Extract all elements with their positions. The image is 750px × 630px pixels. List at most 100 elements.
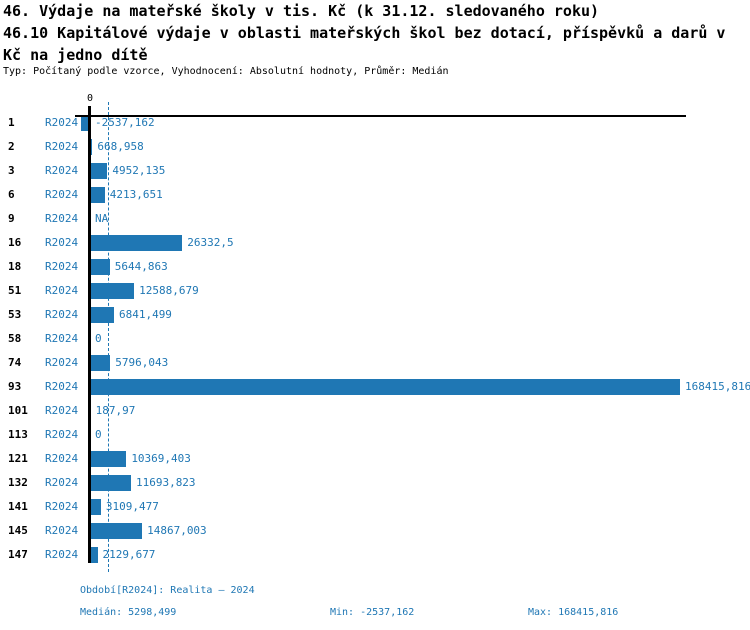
chart-row: 121 R2024 10369,403 <box>0 451 750 467</box>
chart-row: 51 R2024 12588,679 <box>0 283 750 299</box>
row-id-label: 53 <box>8 308 22 321</box>
chart-row: 18 R2024 5644,863 <box>0 259 750 275</box>
bar-value-label: 0 <box>95 332 102 345</box>
chart-row: 74 R2024 5796,043 <box>0 355 750 371</box>
chart-row: 6 R2024 4213,651 <box>0 187 750 203</box>
chart-row: 3 R2024 4952,135 <box>0 163 750 179</box>
bar-value-label: 14867,003 <box>147 524 207 537</box>
value-bar[interactable] <box>90 379 680 395</box>
row-id-label: 121 <box>8 452 28 465</box>
value-bar[interactable] <box>90 307 114 323</box>
chart-row: 2 R2024 668,958 <box>0 139 750 155</box>
value-bar[interactable] <box>90 187 105 203</box>
bar-value-label: 5796,043 <box>115 356 169 369</box>
row-id-label: 74 <box>8 356 22 369</box>
row-id-label: 93 <box>8 380 22 393</box>
bar-value-label: 168415,816 <box>685 380 750 393</box>
chart-row: 16 R2024 26332,5 <box>0 235 750 251</box>
chart-row: 1 R2024 -2537,162 <box>0 115 750 131</box>
chart-row: 132 R2024 11693,823 <box>0 475 750 491</box>
footer-period-label: Období[R2024]: Realita – 2024 <box>80 585 255 596</box>
bar-value-label: 10369,403 <box>131 452 191 465</box>
value-bar[interactable] <box>90 523 143 539</box>
footer-min-stat: Min: -2537,162 <box>330 607 415 618</box>
row-id-label: 3 <box>8 164 15 177</box>
value-bar[interactable] <box>90 235 183 251</box>
median-reference-line <box>108 102 109 572</box>
row-period-label: R2024 <box>45 188 79 201</box>
row-period-label: R2024 <box>45 140 79 153</box>
bar-value-label: 11693,823 <box>135 476 196 489</box>
chart-row: 147 R2024 2129,677 <box>0 547 750 563</box>
bar-value-label: NA <box>95 212 109 225</box>
row-period-label: R2024 <box>45 164 79 177</box>
row-period-label: R2024 <box>45 476 79 489</box>
bar-value-label: -2537,162 <box>95 116 155 129</box>
row-period-label: R2024 <box>45 260 79 273</box>
chart-row: 113 R2024 0 <box>0 427 750 443</box>
bar-value-label: 668,958 <box>97 140 144 153</box>
chart-row: 58 R2024 0 <box>0 331 750 347</box>
chart-row: 53 R2024 6841,499 <box>0 307 750 323</box>
row-id-label: 113 <box>8 428 28 441</box>
row-period-label: R2024 <box>45 428 79 441</box>
bar-value-label: 2129,677 <box>102 548 156 561</box>
row-period-label: R2024 <box>45 500 79 513</box>
row-id-label: 145 <box>8 524 28 537</box>
bar-value-label: 3109,477 <box>105 500 159 513</box>
x-axis-line <box>75 115 686 117</box>
row-id-label: 132 <box>8 476 28 489</box>
report-subtitle: Typ: Počítaný podle vzorce, Vyhodnocení:… <box>3 66 449 77</box>
value-bar[interactable] <box>90 139 93 155</box>
report-title-line-1: 46. Výdaje na mateřské školy v tis. Kč (… <box>3 2 600 20</box>
footer-median-stat: Medián: 5298,499 <box>80 607 177 618</box>
report-title-line-3: Kč na jedno dítě <box>3 46 148 64</box>
report-title-line-2: 46.10 Kapitálové výdaje v oblasti mateřs… <box>3 24 726 42</box>
value-bar[interactable] <box>81 115 90 131</box>
bar-value-label: 4213,651 <box>109 188 163 201</box>
chart-row: 93 R2024 168415,816 <box>0 379 750 395</box>
chart-row: 141 R2024 3109,477 <box>0 499 750 515</box>
bar-value-label: 26332,5 <box>187 236 234 249</box>
row-period-label: R2024 <box>45 332 79 345</box>
row-period-label: R2024 <box>45 308 79 321</box>
row-id-label: 9 <box>8 212 15 225</box>
row-id-label: 51 <box>8 284 22 297</box>
footer-max-stat: Max: 168415,816 <box>528 607 619 618</box>
axis-zero-tick-label: 0 <box>86 93 94 104</box>
row-id-label: 58 <box>8 332 22 345</box>
value-bar[interactable] <box>90 163 108 179</box>
bar-value-label: 187,97 <box>95 404 136 417</box>
row-period-label: R2024 <box>45 524 79 537</box>
row-period-label: R2024 <box>45 452 79 465</box>
value-bar[interactable] <box>90 547 98 563</box>
value-bar[interactable] <box>90 475 131 491</box>
value-bar[interactable] <box>90 499 101 515</box>
bar-value-label: 0 <box>95 428 102 441</box>
row-period-label: R2024 <box>45 116 79 129</box>
row-period-label: R2024 <box>45 548 79 561</box>
value-bar[interactable] <box>90 355 111 371</box>
row-id-label: 2 <box>8 140 15 153</box>
row-id-label: 1 <box>8 116 15 129</box>
row-period-label: R2024 <box>45 380 79 393</box>
bar-value-label: 4952,135 <box>112 164 166 177</box>
row-id-label: 141 <box>8 500 28 513</box>
row-period-label: R2024 <box>45 236 79 249</box>
row-period-label: R2024 <box>45 356 79 369</box>
value-bar[interactable] <box>90 283 135 299</box>
row-id-label: 16 <box>8 236 22 249</box>
bar-value-label: 5644,863 <box>114 260 168 273</box>
row-period-label: R2024 <box>45 212 79 225</box>
chart-row: 9 R2024 NA <box>0 211 750 227</box>
value-bar[interactable] <box>90 451 127 467</box>
row-id-label: 147 <box>8 548 28 561</box>
row-id-label: 6 <box>8 188 15 201</box>
value-bar[interactable] <box>90 259 110 275</box>
row-id-label: 18 <box>8 260 22 273</box>
row-period-label: R2024 <box>45 284 79 297</box>
row-period-label: R2024 <box>45 404 79 417</box>
bar-value-label: 12588,679 <box>139 284 199 297</box>
chart-row: 145 R2024 14867,003 <box>0 523 750 539</box>
